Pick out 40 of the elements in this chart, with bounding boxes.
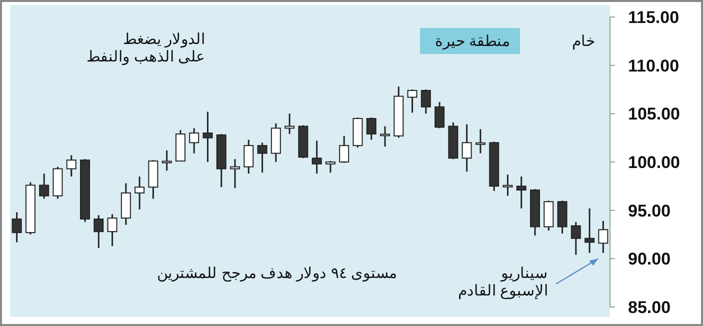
candlestick (312, 140, 322, 174)
candlestick (94, 214, 104, 249)
y-tick-label: 95.00 (628, 201, 671, 220)
candlestick (380, 125, 390, 148)
annotation: سيناريو الإسبوع القادم (458, 265, 548, 300)
candlestick (502, 174, 513, 197)
y-tick-label: 105.00 (628, 104, 680, 124)
candlestick (570, 221, 581, 256)
annotation: مستوى ٩٤ دولار هدف مرجح للمشترين (157, 265, 397, 282)
annotation: خام (572, 33, 595, 50)
candlestick (339, 135, 350, 164)
candlestick (434, 101, 445, 129)
candlestick (475, 128, 486, 154)
candlestick (244, 139, 254, 174)
y-tick-label: 115.00 (628, 8, 680, 27)
candlestick (420, 88, 431, 114)
candlestick (284, 112, 295, 135)
annotation: منطقة حيرة (434, 33, 510, 50)
y-tick-label: 100.00 (628, 153, 680, 172)
candlestick (257, 142, 268, 174)
candlestick (107, 213, 118, 247)
y-tick-label: 85.00 (628, 298, 671, 317)
candlestick (325, 160, 336, 174)
candlestick (12, 212, 22, 243)
candlestick (598, 220, 608, 254)
candlestick (66, 154, 76, 178)
candlestick (202, 110, 213, 163)
y-tick-label: 110.00 (628, 56, 680, 76)
candlestick (134, 176, 145, 210)
candlestick (462, 124, 472, 172)
candlestick (230, 158, 240, 189)
candlestick (189, 127, 200, 154)
candlestick (516, 176, 526, 210)
candlestick (584, 208, 595, 254)
candlestick (39, 172, 50, 200)
candlestick (407, 88, 418, 114)
candlestick (162, 150, 172, 172)
candlestick (366, 116, 376, 141)
text: الدولار يضغط على الذهب والنفط (86, 31, 205, 66)
y-tick-label: 90.00 (628, 250, 671, 269)
